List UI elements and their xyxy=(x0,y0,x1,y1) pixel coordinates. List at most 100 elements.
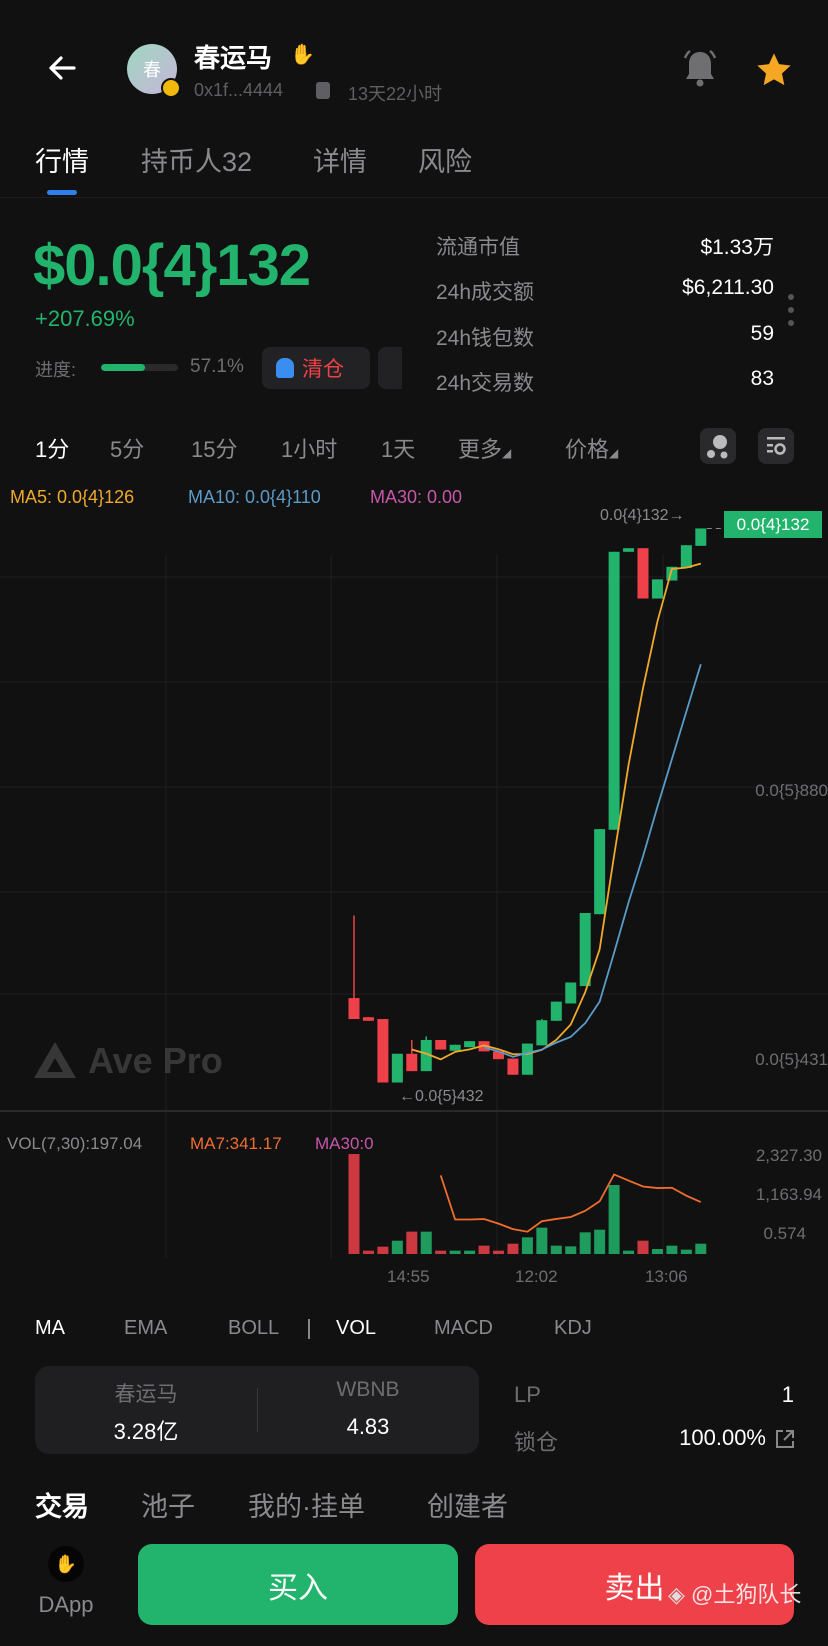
tab-my-orders[interactable]: 我的·挂单 xyxy=(248,1492,365,1522)
ma10-legend: MA10: 0.0{4}110 xyxy=(188,487,321,507)
pool-token-label: 春运马 xyxy=(114,1383,178,1406)
interval-1m[interactable]: 1分 xyxy=(35,437,70,462)
interval-more-dropdown[interactable]: 更多◢ xyxy=(458,432,511,464)
panel-divider xyxy=(0,1110,828,1112)
avatar: 春 xyxy=(127,44,181,98)
corner-triangle-icon: ◢ xyxy=(502,446,512,460)
candle-up xyxy=(449,1044,461,1051)
more-badge-button[interactable] xyxy=(378,347,402,389)
pool-base-value: 4.83 xyxy=(346,1414,390,1439)
indicator-boll[interactable]: BOLL xyxy=(228,1317,280,1339)
vol-ma7-line xyxy=(439,1173,702,1233)
star-icon xyxy=(757,53,791,86)
tab-risk[interactable]: 风险 xyxy=(418,147,472,177)
volume-bar xyxy=(493,1250,504,1254)
stat-value: 59 xyxy=(750,322,774,345)
price-axis-label: 0.0{5}880 xyxy=(755,781,828,800)
ma30-legend: MA30: 0.00 xyxy=(370,487,463,507)
back-button[interactable] xyxy=(44,50,80,86)
candle-up xyxy=(623,548,635,552)
price-change: +207.69% xyxy=(35,306,135,331)
bell-button[interactable] xyxy=(681,48,719,95)
author-watermark-text: @土狗队长 xyxy=(691,1582,802,1607)
watermark-text: Ave Pro xyxy=(88,1040,223,1081)
low-marker: ←0.0{5}432 xyxy=(399,1088,484,1105)
interval-15m[interactable]: 15分 xyxy=(191,437,238,462)
interval-5m[interactable]: 5分 xyxy=(110,437,145,462)
candle-down xyxy=(377,1019,389,1083)
volume-bar xyxy=(651,1249,663,1254)
volume-bar xyxy=(521,1237,533,1254)
volume-bar xyxy=(406,1231,418,1254)
buy-button[interactable]: 买入 xyxy=(138,1544,458,1625)
candle-down xyxy=(493,1051,504,1060)
candle-down xyxy=(406,1053,418,1072)
lp-value: 1 xyxy=(781,1382,794,1407)
external-link-icon[interactable] xyxy=(774,1428,796,1455)
interval-1h[interactable]: 1小时 xyxy=(281,437,338,462)
progress-label: 进度: xyxy=(35,360,77,380)
interval-1d[interactable]: 1天 xyxy=(381,437,416,462)
vol-axis-label: 2,327.30 xyxy=(755,1146,822,1165)
back-arrow-icon xyxy=(49,56,76,80)
progress-bar xyxy=(101,364,178,371)
avatar-text: 春 xyxy=(143,60,161,80)
volume-bar xyxy=(550,1245,562,1254)
dapp-button[interactable]: ✋ DApp xyxy=(30,1546,102,1636)
candlestick-chart[interactable] xyxy=(0,0,828,1300)
candle-up xyxy=(550,1001,562,1021)
pool-card-divider xyxy=(257,1388,258,1432)
divider xyxy=(0,197,828,198)
last-price-tag: 0.0{4}132 xyxy=(724,511,822,538)
time-tick-label: 14:55 xyxy=(387,1267,430,1286)
settings-list-icon xyxy=(767,437,786,455)
token-address[interactable]: 0x1f...4444 xyxy=(194,80,284,100)
volume-bar xyxy=(507,1243,519,1254)
interval-more-label: 更多 xyxy=(458,437,503,462)
volume-bar xyxy=(391,1240,403,1254)
price-mode-dropdown[interactable]: 价格◢ xyxy=(565,432,618,464)
tab-holders[interactable]: 持币人32 xyxy=(141,147,253,177)
candle-up xyxy=(680,545,692,568)
chart-settings-button[interactable] xyxy=(758,428,794,464)
indicator-kdj[interactable]: KDJ xyxy=(554,1317,592,1339)
indicator-ema[interactable]: EMA xyxy=(124,1317,168,1339)
tab-market[interactable]: 行情 xyxy=(35,147,89,177)
volume-bar xyxy=(565,1246,577,1254)
volume-bar xyxy=(637,1240,649,1254)
more-vertical-icon[interactable] xyxy=(788,294,794,326)
candle-up xyxy=(579,912,591,987)
stat-label: 24h钱包数 xyxy=(436,327,535,350)
ave-logo-icon xyxy=(34,1042,76,1078)
favorite-button[interactable] xyxy=(754,50,794,95)
volume-bar xyxy=(362,1250,374,1254)
active-tab-indicator xyxy=(47,190,77,195)
indicator-vol[interactable]: VOL xyxy=(336,1317,377,1339)
indicator-macd[interactable]: MACD xyxy=(434,1317,493,1339)
chef-hat-icon xyxy=(276,358,294,378)
tab-details[interactable]: 详情 xyxy=(313,147,367,177)
vol-legend: VOL(7,30):197.04 xyxy=(7,1134,143,1153)
candle-up xyxy=(420,1039,432,1072)
lp-label: LP xyxy=(514,1382,541,1407)
sell-button[interactable]: 卖出 xyxy=(475,1544,794,1625)
clear-position-button[interactable]: 清仓 xyxy=(262,347,370,389)
candle-up xyxy=(536,1020,548,1046)
author-watermark: ◈ @土狗队长 xyxy=(668,1577,801,1609)
volume-bar xyxy=(435,1250,447,1254)
stat-value: $1.33万 xyxy=(700,236,774,259)
volume-bar xyxy=(608,1184,620,1254)
corner-triangle-icon: ◢ xyxy=(609,446,619,460)
candle-up xyxy=(695,528,707,546)
tab-trade[interactable]: 交易 xyxy=(35,1492,89,1522)
candle-up xyxy=(666,566,678,581)
stat-value: 83 xyxy=(750,367,774,390)
tab-pools[interactable]: 池子 xyxy=(141,1492,195,1522)
tab-creator[interactable]: 创建者 xyxy=(427,1492,508,1522)
indicator-ma[interactable]: MA xyxy=(35,1317,65,1339)
chart-style-button[interactable] xyxy=(700,428,736,464)
chain-badge-icon xyxy=(161,78,181,98)
copy-icon[interactable] xyxy=(316,82,330,99)
indicator-divider xyxy=(308,1319,310,1339)
vol-axis-label: 1,163.94 xyxy=(755,1185,822,1204)
